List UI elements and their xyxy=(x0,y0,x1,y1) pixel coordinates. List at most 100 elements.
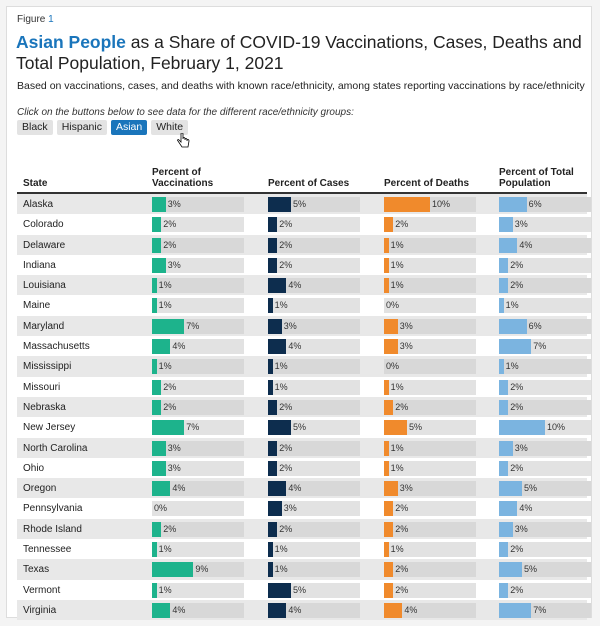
bar-label: 1% xyxy=(390,239,404,250)
bar-label: 4% xyxy=(288,483,302,494)
bar-label: 4% xyxy=(172,483,186,494)
button-white[interactable]: White xyxy=(151,120,189,135)
bar-label: 1% xyxy=(158,300,172,311)
bar-deaths xyxy=(384,542,389,558)
bar-label: 4% xyxy=(288,341,302,352)
bar-population xyxy=(499,562,522,578)
bar-vaccinations xyxy=(152,278,157,294)
bar-track xyxy=(152,257,244,273)
bar-track xyxy=(268,399,360,415)
state-name: Virginia xyxy=(23,604,57,616)
bar-deaths xyxy=(384,582,394,598)
state-name: Vermont xyxy=(23,584,61,596)
bar-track xyxy=(268,257,360,273)
bar-label: 1% xyxy=(505,361,519,372)
column-header-0: State xyxy=(23,178,48,189)
bar-track xyxy=(268,521,360,537)
bar-label: 3% xyxy=(514,442,528,453)
bar-label: 1% xyxy=(390,280,404,291)
bar-label: 1% xyxy=(274,361,288,372)
table-row: Colorado 2% 2% 2% 3% xyxy=(17,214,591,234)
bar-track xyxy=(384,562,476,578)
bar-population xyxy=(499,542,509,558)
bar-cell: 1% xyxy=(499,298,591,314)
bar-track xyxy=(384,339,476,355)
bar-label: 3% xyxy=(167,462,181,473)
bar-track xyxy=(499,257,591,273)
bar-track xyxy=(499,399,591,415)
bar-label: 1% xyxy=(390,462,404,473)
bar-label: 0% xyxy=(386,300,400,311)
table-row: Alaska 3% 5% 10% 6% xyxy=(17,194,591,215)
bar-vaccinations xyxy=(152,359,157,375)
state-name: Ohio xyxy=(23,462,45,474)
bar-cell: 3% xyxy=(152,257,244,273)
bar-cell: 5% xyxy=(268,420,360,436)
bar-track xyxy=(268,602,360,618)
table-header: State Percent of Vaccinations Percent of C… xyxy=(17,157,587,194)
column-header-2: Percent of Cases xyxy=(268,178,350,189)
bar-cell: 2% xyxy=(384,501,476,517)
bar-track xyxy=(268,278,360,294)
bar-track xyxy=(384,318,476,334)
bar-track xyxy=(268,501,360,517)
bar-label: 2% xyxy=(279,523,293,534)
bar-label: 7% xyxy=(533,604,547,615)
bar-cell: 3% xyxy=(384,481,476,497)
bar-cell: 4% xyxy=(268,278,360,294)
column-header-1: Percent of Vaccinations xyxy=(152,167,214,189)
button-black[interactable]: Black xyxy=(17,120,53,135)
bar-cell: 1% xyxy=(152,359,244,375)
table-row: Ohio 3% 2% 1% 2% xyxy=(17,458,591,478)
bar-cell: 6% xyxy=(499,318,591,334)
bar-label: 5% xyxy=(524,483,538,494)
figure-label-text: Figure xyxy=(17,14,46,25)
bar-track xyxy=(268,379,360,395)
bar-cell: 4% xyxy=(268,339,360,355)
button-asian[interactable]: Asian xyxy=(110,120,148,135)
bar-cell: 3% xyxy=(499,217,591,233)
table-row: Pennsylvania 0% 3% 2% 4% xyxy=(17,498,591,518)
bar-deaths xyxy=(384,420,407,436)
bar-label: 1% xyxy=(274,564,288,575)
bar-label: 1% xyxy=(390,544,404,555)
bar-cell: 1% xyxy=(384,440,476,456)
bar-cell: 5% xyxy=(384,420,476,436)
bar-deaths xyxy=(384,440,389,456)
bar-cases xyxy=(268,501,282,517)
bar-cases xyxy=(268,521,278,537)
bar-population xyxy=(499,481,522,497)
bar-vaccinations xyxy=(152,582,157,598)
bar-deaths xyxy=(384,217,394,233)
bar-cell: 4% xyxy=(499,501,591,517)
title-rest: as a Share of COVID-19 Vaccinations, Cas… xyxy=(16,32,582,73)
bar-label: 3% xyxy=(283,503,297,514)
bar-cell: 3% xyxy=(152,197,244,212)
bar-track xyxy=(152,298,244,314)
bar-deaths xyxy=(384,602,403,618)
bar-cell: 2% xyxy=(499,278,591,294)
bar-label: 5% xyxy=(293,199,307,209)
bar-vaccinations xyxy=(152,197,166,212)
bar-cell: 2% xyxy=(152,399,244,415)
bar-population xyxy=(499,602,532,618)
bar-label: 3% xyxy=(399,320,413,331)
bar-cell: 3% xyxy=(499,440,591,456)
bar-cell: 5% xyxy=(499,481,591,497)
bar-vaccinations xyxy=(152,562,194,578)
bar-cell: 2% xyxy=(152,379,244,395)
bar-cell: 9% xyxy=(152,562,244,578)
bar-cell: 1% xyxy=(384,460,476,476)
bar-track xyxy=(499,278,591,294)
figure-label: Figure 1 xyxy=(17,14,54,25)
bar-track xyxy=(268,542,360,558)
bar-label: 3% xyxy=(399,483,413,494)
bar-label: 3% xyxy=(399,341,413,352)
hand-cursor-icon xyxy=(177,133,190,148)
bar-track xyxy=(499,217,591,233)
bar-label: 1% xyxy=(158,280,172,291)
bar-cell: 0% xyxy=(152,501,244,517)
bar-label: 2% xyxy=(163,523,177,534)
bar-vaccinations xyxy=(152,257,166,273)
button-hispanic[interactable]: Hispanic xyxy=(56,120,107,135)
